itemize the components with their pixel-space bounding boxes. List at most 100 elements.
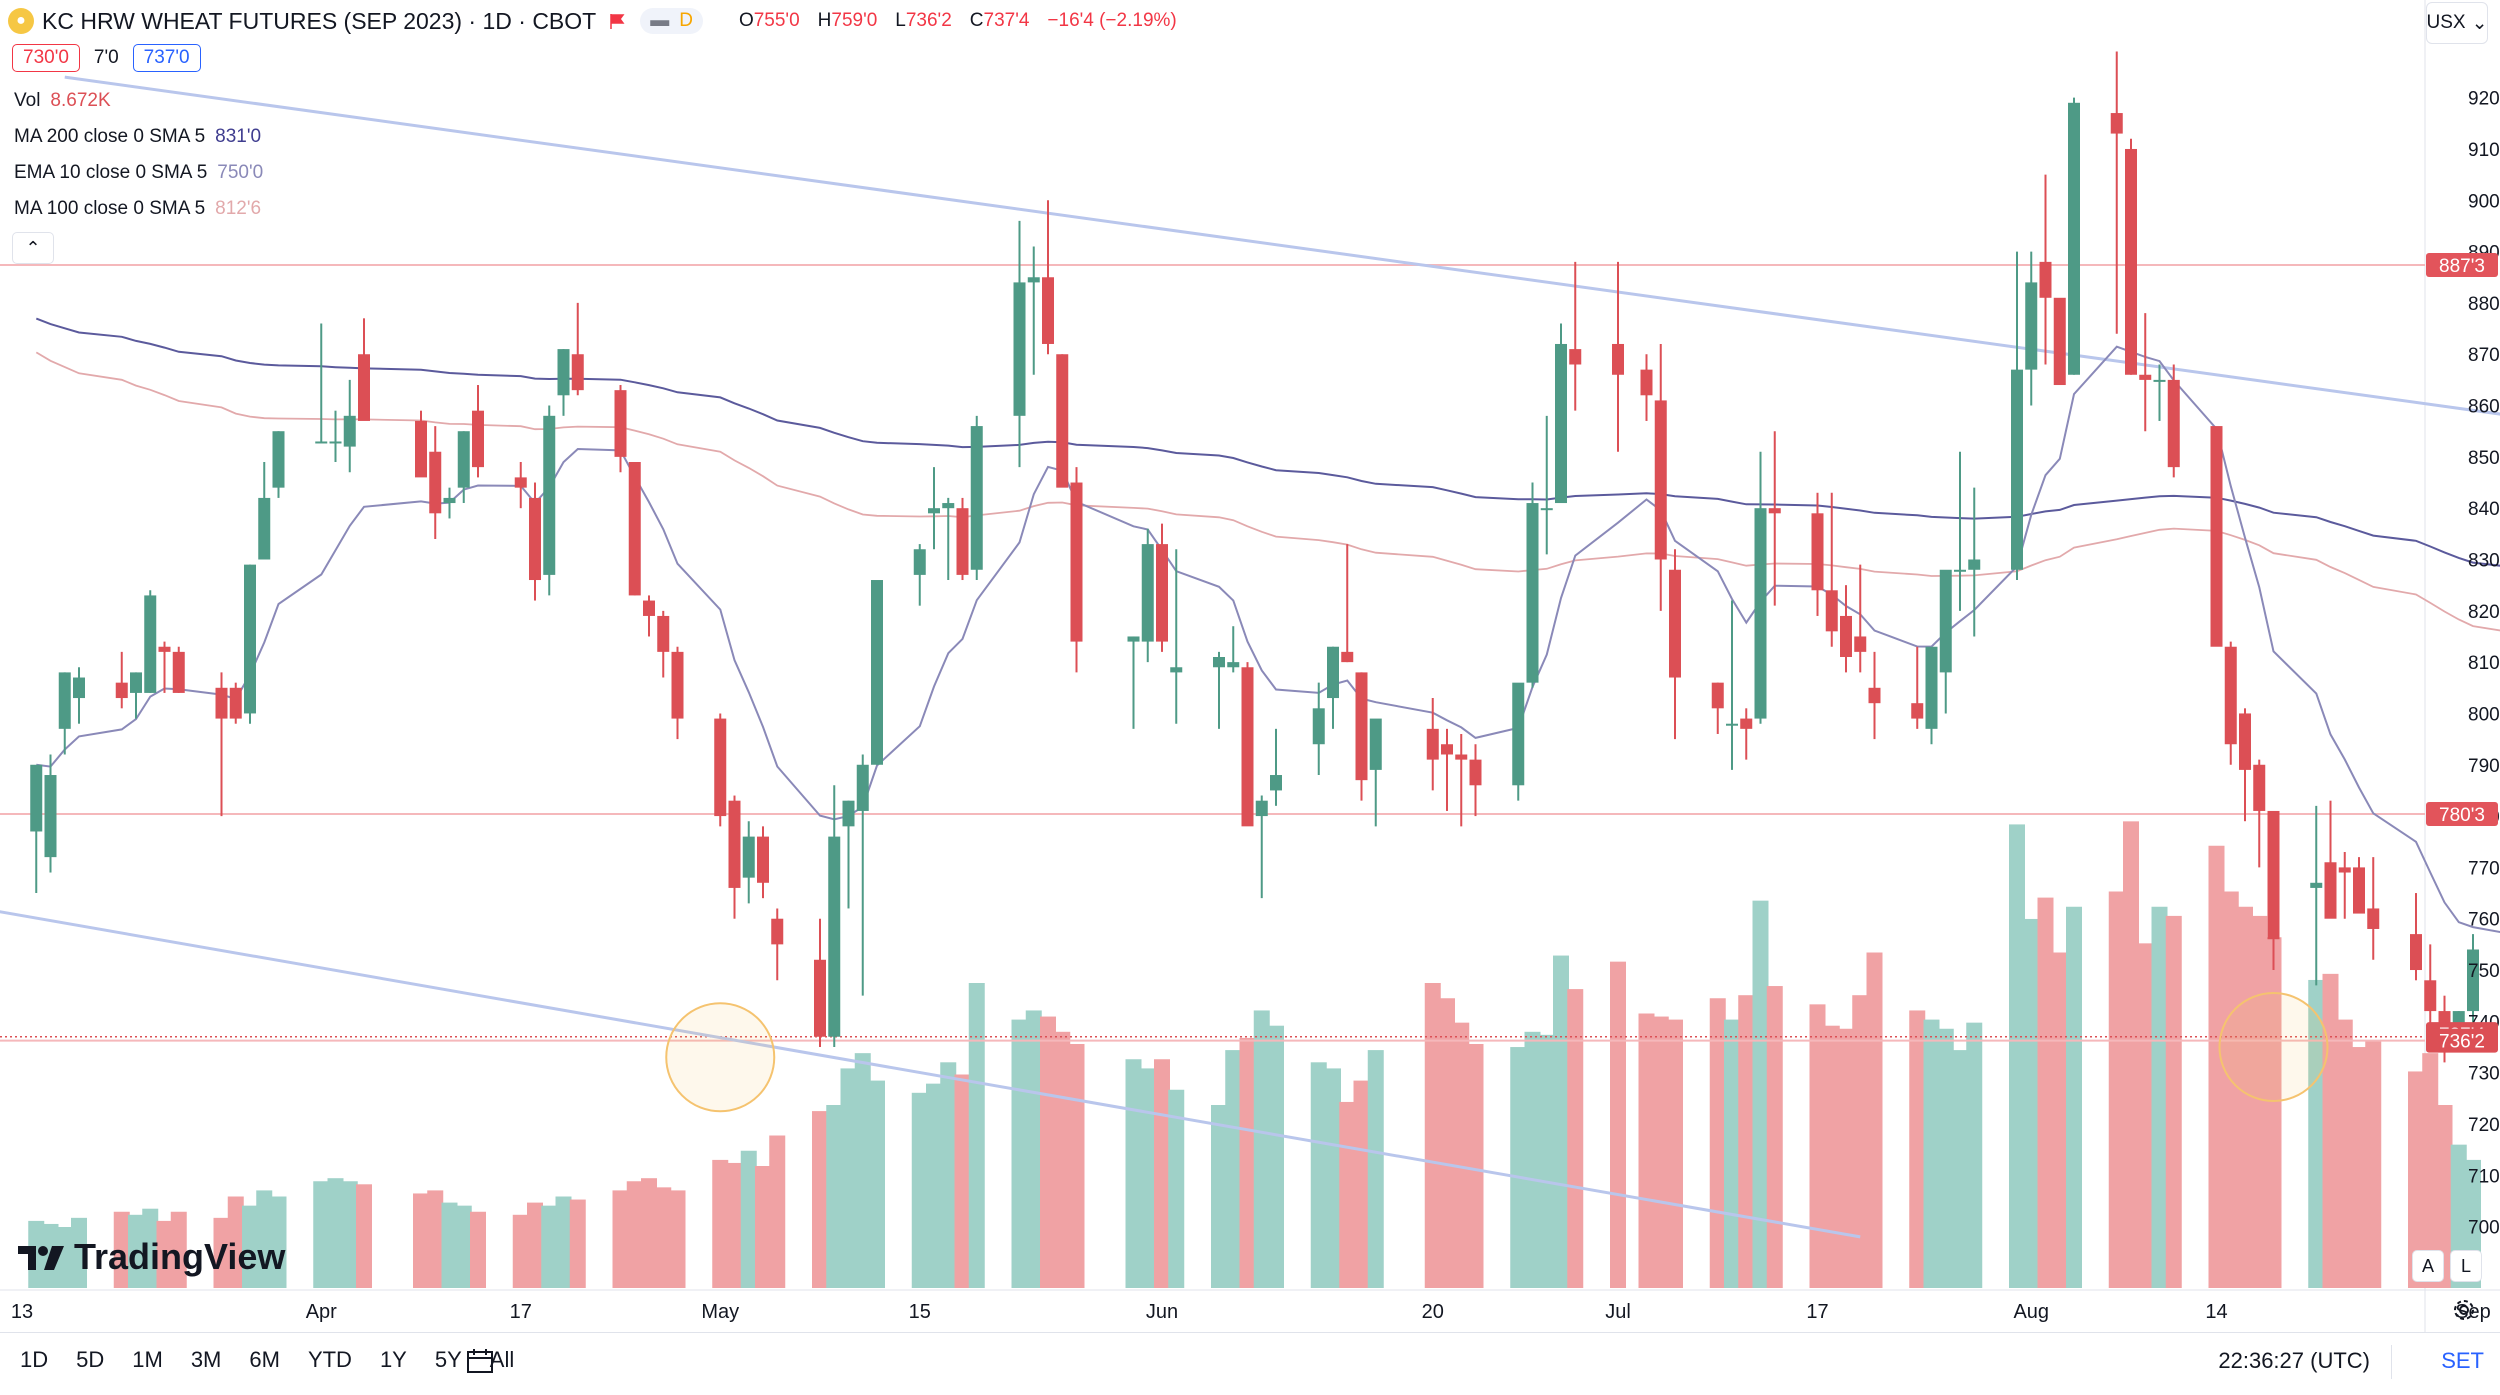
range-button-1y[interactable]: 1Y [379, 1347, 407, 1372]
candle-body[interactable] [2125, 148, 2137, 375]
candle-body[interactable] [1056, 354, 1069, 488]
circle-marker[interactable] [2218, 992, 2329, 1102]
candle-body[interactable] [2338, 867, 2351, 873]
range-button-5y[interactable]: 5Y [434, 1347, 462, 1372]
candle-body[interactable] [1312, 708, 1325, 745]
candle-body[interactable] [1070, 482, 1083, 642]
candle-body[interactable] [130, 672, 142, 693]
candle-body[interactable] [1127, 636, 1140, 642]
candle-body[interactable] [1754, 508, 1767, 719]
candle-body[interactable] [2424, 980, 2437, 1012]
symbol-title[interactable]: KC HRW WHEAT FUTURES (SEP 2023) · 1D · C… [42, 7, 597, 34]
candle-body[interactable] [1369, 718, 1382, 770]
candle-body[interactable] [2353, 867, 2365, 914]
candle-body[interactable] [429, 451, 442, 514]
range-button-6m[interactable]: 6M [249, 1347, 280, 1372]
candle-body[interactable] [2167, 379, 2180, 468]
candle-body[interactable] [1213, 657, 1225, 668]
candle-body[interactable] [828, 836, 841, 1037]
candle-body[interactable] [329, 441, 342, 444]
candle-body[interactable] [970, 426, 983, 570]
range-button-3m[interactable]: 3M [190, 1347, 222, 1372]
candle-body[interactable] [956, 508, 969, 575]
candle-body[interactable] [657, 615, 670, 652]
range-button-1m[interactable]: 1M [132, 1347, 163, 1372]
bid-box[interactable]: 730'0 [12, 44, 80, 72]
candle-body[interactable] [1241, 667, 1254, 827]
candle-body[interactable] [1669, 569, 1681, 678]
candle-body[interactable] [443, 497, 456, 504]
currency-selector[interactable]: USX ⌄ [2426, 2, 2488, 44]
candle-body[interactable] [2467, 949, 2479, 1012]
candle-body[interactable] [258, 497, 271, 560]
candle-body[interactable] [2039, 261, 2052, 298]
candle-body[interactable] [415, 420, 427, 478]
candle-body[interactable] [358, 354, 370, 421]
candle-body[interactable] [671, 651, 684, 719]
candle-body[interactable] [1968, 559, 1981, 570]
candle-body[interactable] [1156, 544, 1168, 642]
candle-body[interactable] [1654, 400, 1667, 560]
candle-body[interactable] [315, 441, 328, 444]
candle-body[interactable] [543, 415, 556, 575]
range-button-ytd[interactable]: YTD [307, 1347, 352, 1372]
candle-body[interactable] [1954, 569, 1966, 572]
candle-body[interactable] [1270, 775, 1282, 791]
candle-body[interactable] [1327, 646, 1339, 699]
candle-body[interactable] [842, 800, 855, 827]
candle-body[interactable] [1868, 687, 1881, 704]
candle-body[interactable] [514, 477, 527, 488]
candle-body[interactable] [1512, 682, 1525, 786]
candle-body[interactable] [1455, 754, 1468, 760]
candle-body[interactable] [2011, 369, 2023, 570]
candle-body[interactable] [913, 549, 926, 575]
candle-body[interactable] [1569, 349, 1582, 365]
candle-body[interactable] [30, 764, 43, 832]
clock-readout[interactable]: 22:36:27 (UTC) [2218, 1348, 2370, 1373]
candle-body[interactable] [1013, 282, 1026, 416]
candle-body[interactable] [2239, 713, 2251, 770]
candle-body[interactable] [557, 349, 570, 396]
candle-body[interactable] [1825, 590, 1838, 632]
candle-body[interactable] [472, 410, 484, 468]
candle-body[interactable] [1612, 343, 1624, 375]
candle-body[interactable] [244, 564, 256, 714]
candle-body[interactable] [1840, 615, 1852, 657]
flag-icon[interactable] [608, 12, 626, 30]
candle-body[interactable] [2139, 374, 2152, 380]
candle-body[interactable] [856, 764, 869, 811]
collapse-legend-button[interactable]: ⌃ [12, 232, 54, 264]
candle-body[interactable] [1469, 759, 1482, 786]
candle-body[interactable] [2267, 810, 2280, 940]
candle-body[interactable] [571, 354, 584, 391]
candle-body[interactable] [1811, 513, 1824, 591]
candle-body[interactable] [44, 775, 57, 858]
candle-body[interactable] [1170, 667, 1183, 673]
ma100-line[interactable] [35, 351, 2500, 672]
log-scale-button[interactable]: L [2450, 1250, 2482, 1282]
candle-body[interactable] [928, 508, 940, 514]
candle-body[interactable] [814, 959, 826, 1037]
candle-body[interactable] [2367, 908, 2380, 929]
candle-body[interactable] [2110, 113, 2123, 134]
legend-ma100[interactable]: MA 100 close 0 SMA 5 812'6 [14, 198, 261, 220]
candle-body[interactable] [172, 651, 185, 693]
candle-body[interactable] [215, 687, 228, 719]
candle-body[interactable] [1027, 277, 1040, 283]
candle-body[interactable] [1426, 728, 1439, 760]
range-button-all[interactable]: All [489, 1347, 515, 1372]
candle-body[interactable] [229, 687, 242, 719]
range-button-1d[interactable]: 1D [20, 1347, 49, 1372]
candle-body[interactable] [2153, 379, 2166, 382]
candle-body[interactable] [115, 682, 128, 699]
candle-body[interactable] [457, 431, 470, 488]
candle-body[interactable] [2324, 862, 2337, 919]
candle-body[interactable] [728, 800, 741, 888]
candle-body[interactable] [2210, 426, 2223, 647]
candle-body[interactable] [2253, 764, 2266, 811]
range-button-5d[interactable]: 5D [76, 1347, 105, 1372]
candle-body[interactable] [643, 600, 655, 616]
legend-volume[interactable]: Vol 8.672K [14, 90, 111, 112]
candle-body[interactable] [1341, 651, 1354, 663]
candle-body[interactable] [58, 672, 71, 729]
